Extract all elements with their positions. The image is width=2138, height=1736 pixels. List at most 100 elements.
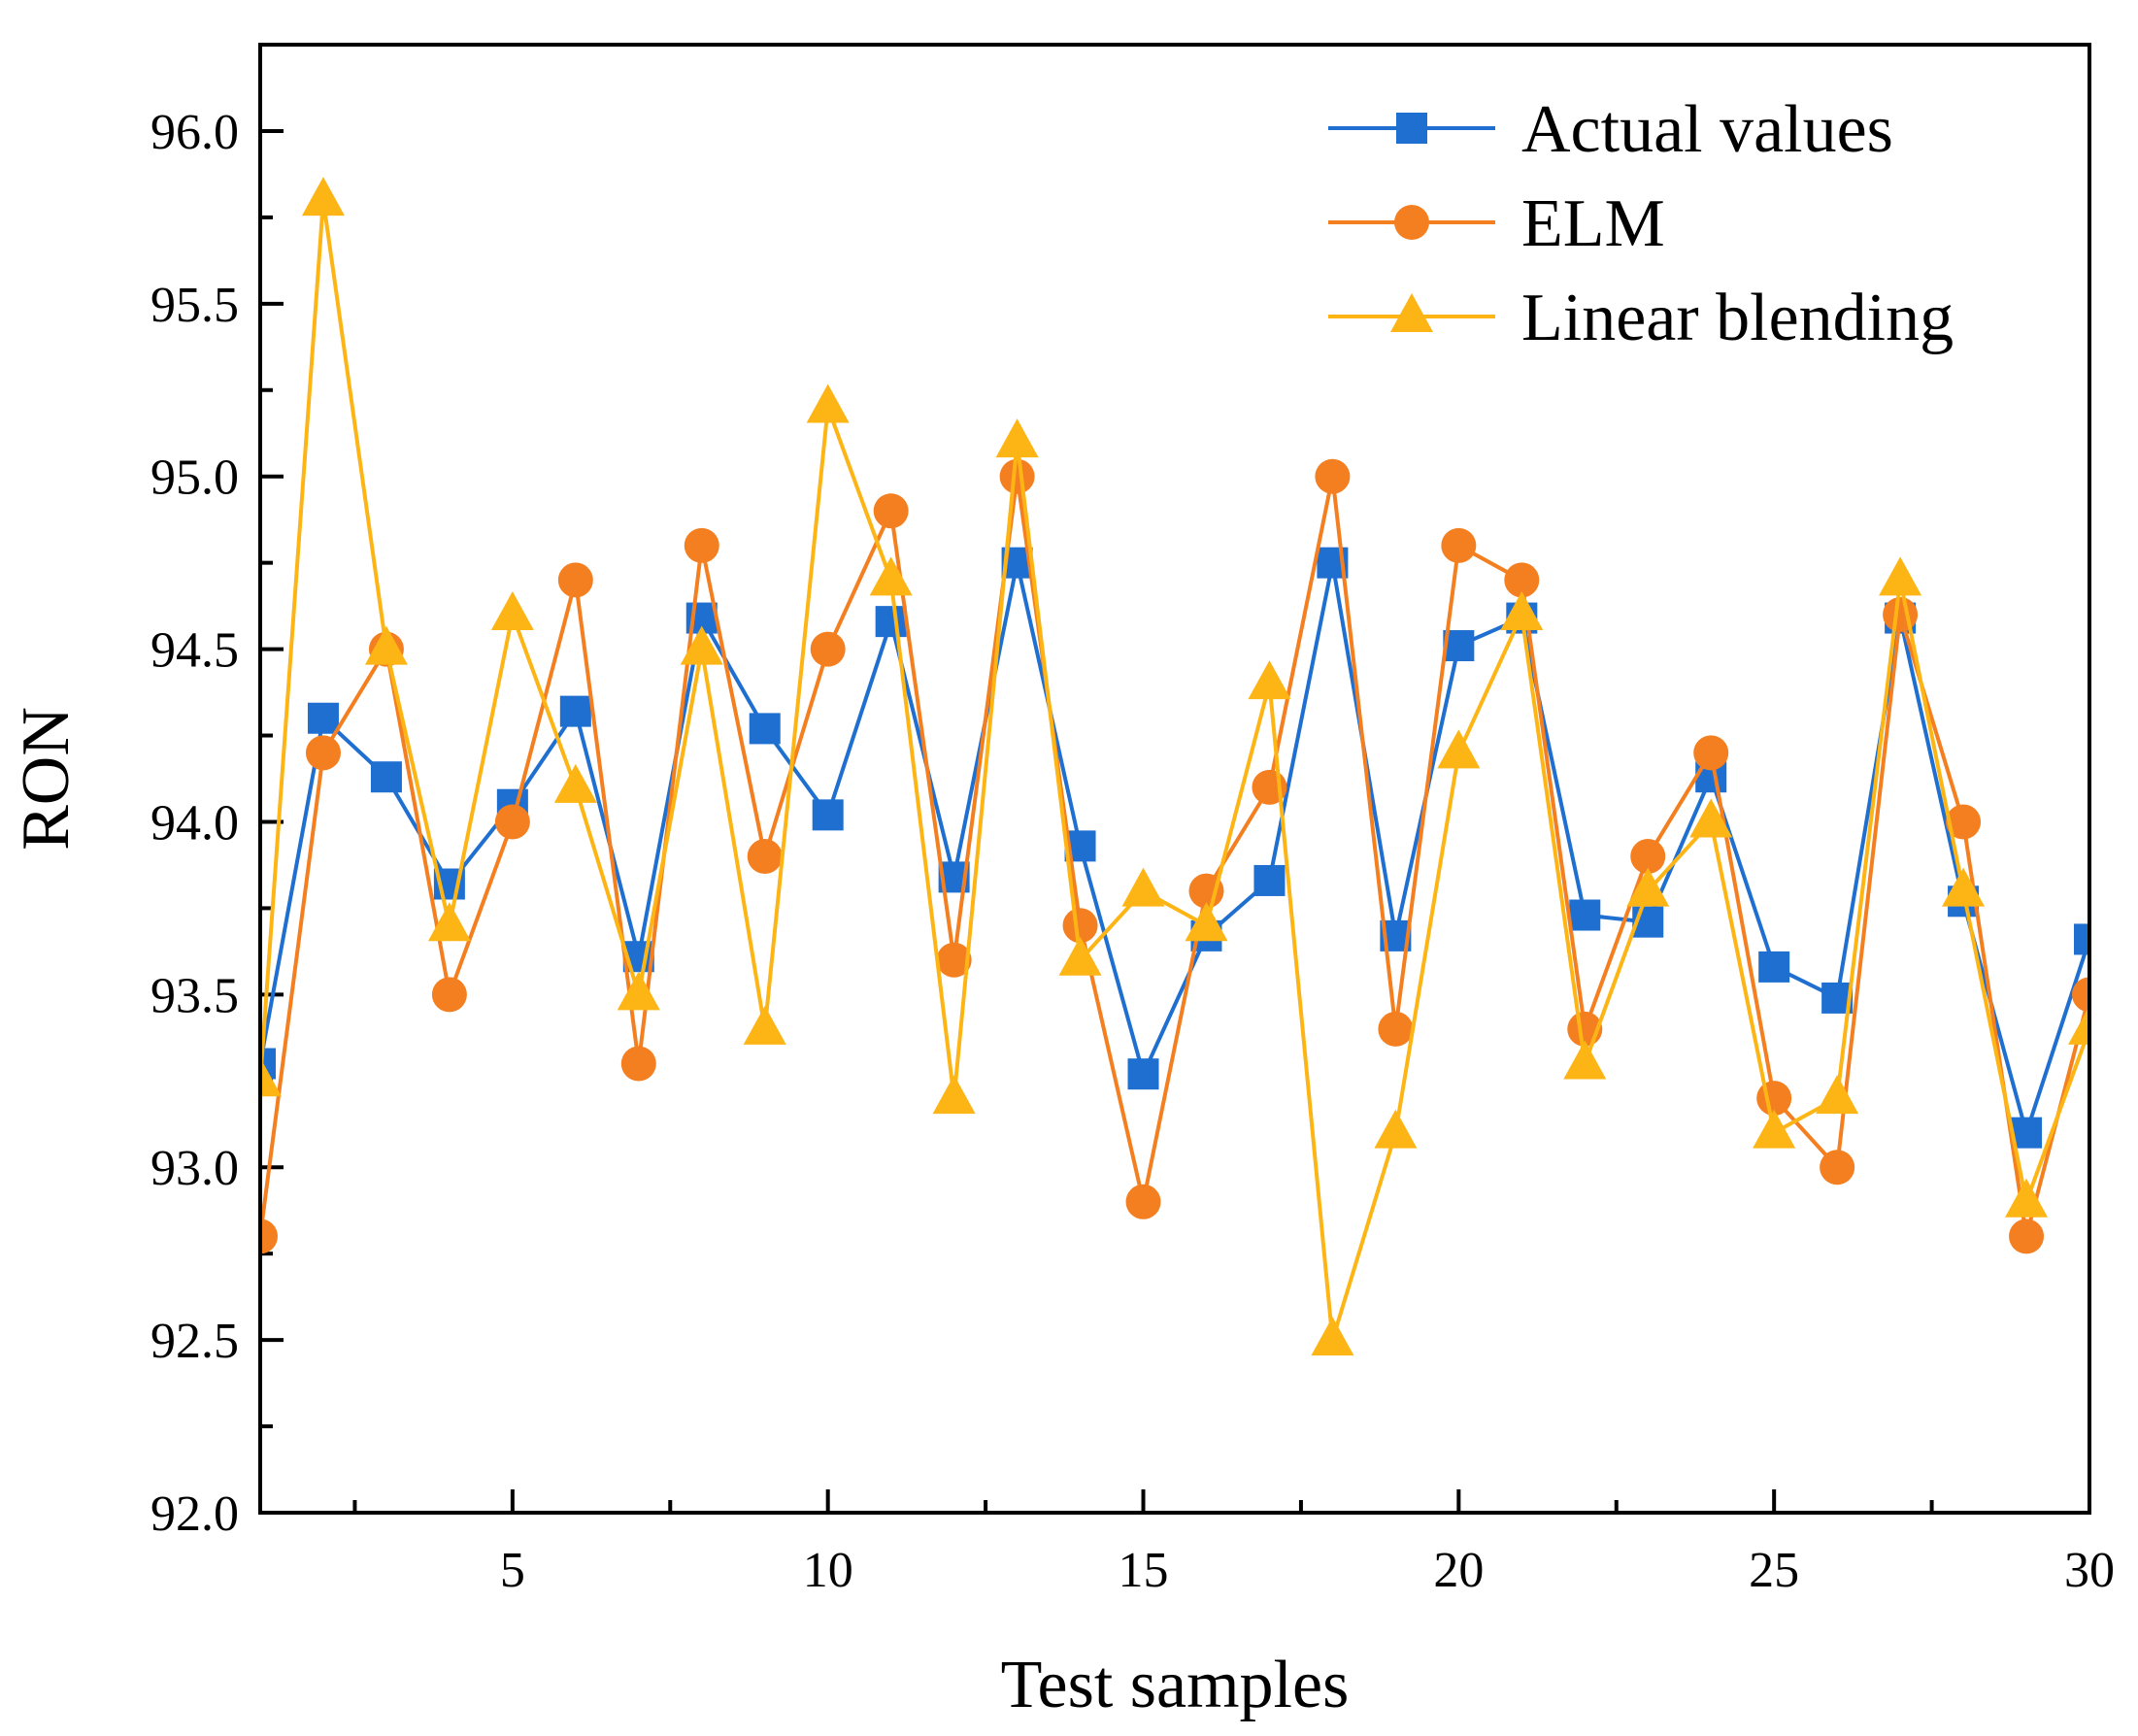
data-point	[1630, 839, 1666, 875]
data-point	[875, 606, 907, 638]
plot-frame	[258, 43, 2091, 1515]
data-point	[370, 761, 402, 793]
data-point	[1374, 1109, 1418, 1149]
data-point	[1946, 804, 1982, 840]
data-point	[260, 1057, 282, 1097]
data-point	[869, 556, 913, 596]
data-point	[1820, 1150, 1855, 1185]
data-point	[2074, 923, 2089, 955]
legend-marker	[1396, 113, 1427, 144]
y-tick-label: 95.0	[150, 451, 239, 506]
y-axis-title: RON	[9, 707, 84, 851]
y-tick-label: 93.5	[150, 968, 239, 1023]
y-tick-label: 92.5	[150, 1314, 239, 1369]
data-point	[2009, 1219, 2045, 1254]
data-series	[260, 177, 2089, 1356]
data-point	[1569, 899, 1601, 931]
data-point	[1504, 562, 1540, 598]
data-point	[873, 493, 909, 529]
y-tick-label: 95.5	[150, 278, 239, 333]
data-point	[1689, 798, 1733, 838]
axis-ticks	[260, 43, 2091, 1515]
legend: Actual values ELM Linear blending	[1328, 92, 1954, 355]
legend-label: ELM	[1521, 186, 1665, 261]
data-point	[999, 458, 1035, 494]
data-point	[684, 527, 719, 563]
data-point	[260, 1219, 278, 1254]
data-point	[301, 177, 345, 217]
data-point	[1062, 908, 1098, 944]
data-point	[1253, 864, 1286, 896]
x-tick-label: 10	[803, 1543, 853, 1598]
series-linear-blending	[260, 177, 2089, 1356]
y-tick-label: 94.0	[150, 795, 239, 851]
data-point	[1753, 1109, 1796, 1149]
data-point	[490, 591, 534, 631]
data-point	[1248, 660, 1291, 700]
series-elm	[260, 458, 2089, 1254]
legend-item: ELM	[1328, 186, 1665, 261]
series-actual-values	[260, 547, 2089, 1149]
x-tick-label: 20	[1433, 1543, 1484, 1598]
x-tick-label: 5	[500, 1543, 525, 1598]
data-point	[1127, 1058, 1159, 1090]
y-tick-label: 94.5	[150, 623, 239, 679]
data-point	[1816, 1075, 1859, 1115]
legend-item: Linear blending	[1328, 281, 1954, 355]
data-point	[1879, 556, 1922, 596]
data-point	[936, 942, 972, 978]
x-tick-label: 25	[1749, 1543, 1799, 1598]
y-tick-label: 96.0	[150, 105, 239, 160]
data-point	[1311, 1317, 1354, 1356]
data-point	[1125, 1184, 1161, 1219]
data-point	[995, 418, 1039, 458]
data-point	[1758, 951, 1790, 983]
data-point	[806, 384, 850, 423]
data-point	[431, 977, 467, 1013]
series-line	[260, 198, 2089, 1343]
legend-label: Linear blending	[1521, 281, 1954, 355]
data-point	[680, 625, 723, 665]
data-point	[749, 713, 781, 745]
data-point	[1437, 729, 1481, 769]
x-tick-label: 30	[2064, 1543, 2115, 1598]
data-point	[2005, 1178, 2049, 1218]
data-point	[1378, 1011, 1414, 1047]
x-tick-label: 15	[1119, 1543, 1169, 1598]
tick-labels: 92.0 92.5 93.0 93.5 94.0 94.5 95.0 95.5 96.0 5 10 1…	[150, 105, 2115, 1598]
legend-item: Actual values	[1328, 92, 1893, 167]
legend-label: Actual values	[1521, 92, 1893, 167]
data-point	[620, 1046, 656, 1082]
x-axis-title: Test samples	[1001, 1648, 1350, 1722]
data-point	[617, 971, 660, 1011]
data-point	[305, 735, 341, 771]
data-point	[364, 625, 408, 665]
data-point	[1500, 591, 1544, 631]
data-point	[1693, 735, 1729, 771]
data-point	[1188, 873, 1224, 909]
legend-marker	[1390, 293, 1433, 332]
data-point	[932, 1075, 976, 1115]
data-point	[1058, 936, 1102, 976]
data-point	[1121, 867, 1165, 907]
data-point	[1626, 867, 1670, 907]
legend-marker	[1394, 205, 1429, 240]
data-point	[494, 804, 530, 840]
data-point	[1883, 597, 1919, 633]
data-point	[553, 763, 597, 803]
data-point	[2068, 1005, 2089, 1045]
series-line	[260, 474, 2089, 1239]
data-point	[559, 695, 591, 727]
data-point	[812, 799, 844, 831]
data-point	[1563, 1040, 1607, 1080]
data-point	[743, 1005, 786, 1045]
data-point	[1441, 527, 1477, 563]
data-point	[307, 702, 339, 734]
data-point	[810, 631, 846, 667]
data-point	[1942, 867, 1986, 907]
data-point	[1315, 458, 1351, 494]
data-point	[427, 902, 471, 942]
data-point	[2072, 977, 2089, 1013]
y-tick-label: 92.0	[150, 1486, 239, 1542]
